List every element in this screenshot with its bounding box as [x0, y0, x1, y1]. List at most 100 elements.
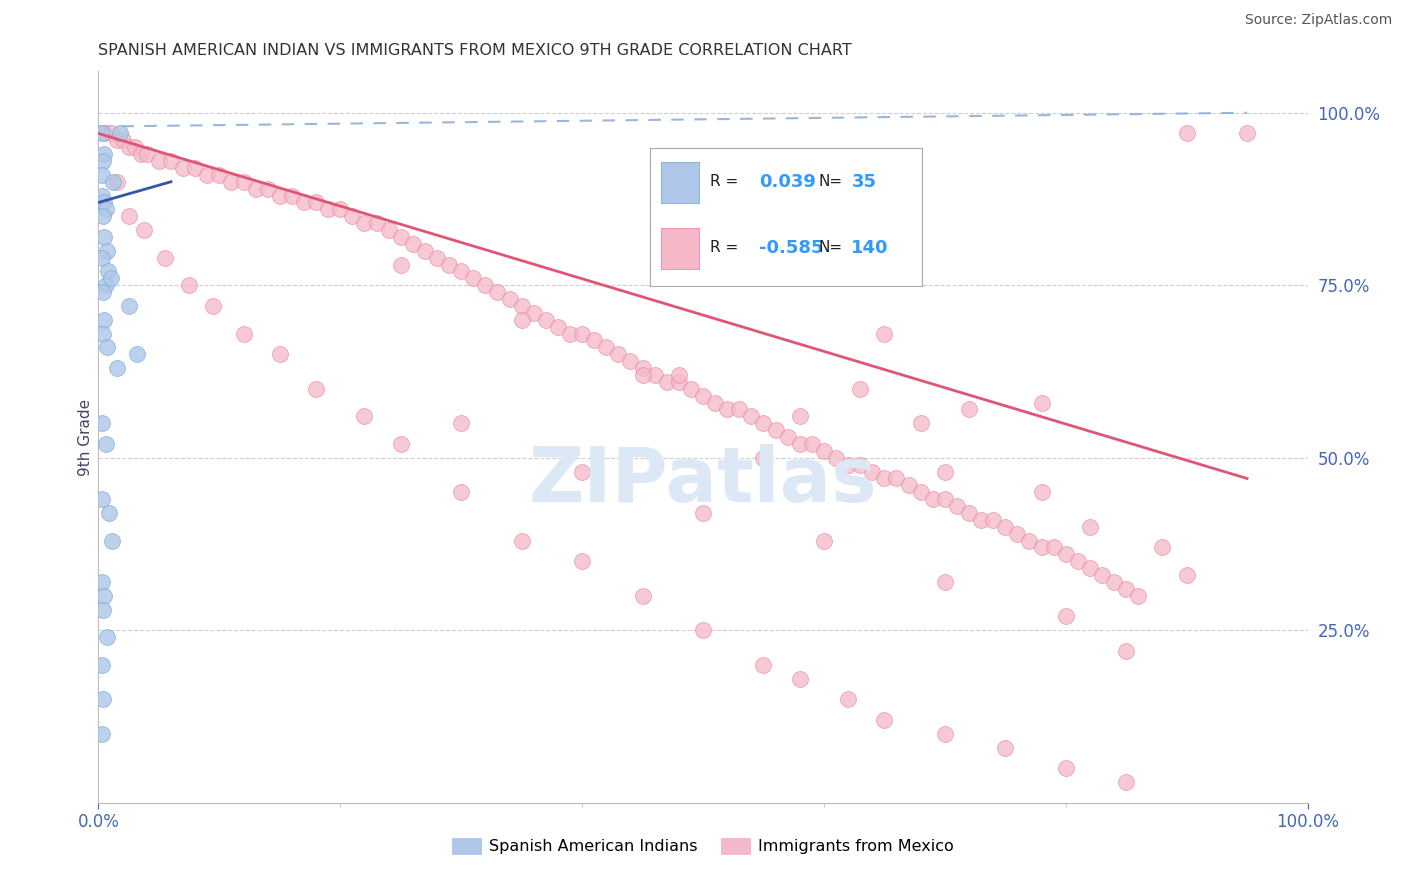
Point	[292, 195, 315, 210]
Point	[91, 602, 114, 616]
Point	[1007, 526, 1029, 541]
Point	[105, 175, 128, 189]
Point	[571, 554, 593, 568]
Point	[776, 430, 799, 444]
Point	[118, 140, 141, 154]
Point	[873, 713, 896, 727]
Text: R =: R =	[710, 240, 738, 255]
Point	[716, 402, 738, 417]
Point	[704, 395, 727, 409]
Point	[305, 382, 328, 396]
Point	[342, 209, 364, 223]
Point	[91, 727, 114, 741]
Text: Source: ZipAtlas.com: Source: ZipAtlas.com	[1244, 13, 1392, 28]
Point	[134, 223, 156, 237]
Point	[450, 417, 472, 431]
Point	[970, 513, 993, 527]
Point	[934, 727, 956, 741]
Point	[1031, 395, 1053, 409]
Point	[607, 347, 630, 361]
Point	[353, 409, 375, 424]
Point	[631, 589, 654, 603]
Point	[450, 485, 472, 500]
Point	[111, 133, 134, 147]
Point	[93, 589, 115, 603]
Point	[498, 292, 520, 306]
Point	[91, 251, 114, 265]
Point	[1054, 609, 1077, 624]
Point	[93, 312, 115, 326]
Point	[752, 657, 775, 672]
Point	[179, 278, 201, 293]
Point	[245, 182, 267, 196]
Point	[789, 409, 811, 424]
Point	[668, 368, 690, 382]
Point	[96, 340, 118, 354]
Point	[1078, 520, 1101, 534]
Point	[631, 368, 654, 382]
Point	[305, 195, 328, 210]
Point	[1115, 582, 1137, 596]
Point	[668, 375, 690, 389]
Point	[269, 347, 291, 361]
Point	[463, 271, 485, 285]
Point	[389, 437, 412, 451]
Point	[91, 574, 114, 589]
Point	[825, 450, 848, 465]
Bar	[661, 228, 699, 269]
Point	[413, 244, 436, 258]
Point	[118, 209, 141, 223]
Point	[377, 223, 399, 237]
Point	[957, 506, 980, 520]
Point	[547, 319, 569, 334]
Point	[558, 326, 581, 341]
Point	[1115, 644, 1137, 658]
Point	[316, 202, 339, 217]
Point	[994, 740, 1017, 755]
Point	[571, 326, 593, 341]
Point	[813, 443, 835, 458]
Point	[921, 492, 943, 507]
Point	[692, 506, 714, 520]
Point	[849, 458, 872, 472]
Point	[94, 437, 117, 451]
Bar	[661, 162, 699, 203]
Point	[946, 499, 969, 513]
Point	[510, 299, 533, 313]
Point	[91, 168, 114, 182]
Y-axis label: 9th Grade: 9th Grade	[77, 399, 93, 475]
Point	[1102, 574, 1125, 589]
Point	[765, 423, 787, 437]
Point	[172, 161, 194, 175]
Point	[153, 251, 176, 265]
Point	[644, 368, 666, 382]
Text: N=: N=	[818, 240, 842, 255]
Point	[91, 492, 114, 507]
Point	[184, 161, 207, 175]
Text: -0.585: -0.585	[759, 239, 823, 257]
Point	[1236, 127, 1258, 141]
Point	[1115, 775, 1137, 789]
Point	[510, 312, 533, 326]
Point	[728, 402, 751, 417]
Point	[1078, 561, 1101, 575]
Point	[389, 230, 412, 244]
Point	[160, 154, 183, 169]
Point	[679, 382, 702, 396]
Point	[329, 202, 352, 217]
Point	[873, 326, 896, 341]
Point	[93, 147, 115, 161]
Point	[100, 533, 122, 548]
Point	[105, 133, 128, 147]
Point	[849, 382, 872, 396]
Point	[934, 492, 956, 507]
Point	[98, 506, 121, 520]
Point	[571, 465, 593, 479]
Point	[91, 127, 114, 141]
Point	[127, 347, 149, 361]
Point	[1054, 548, 1077, 562]
Point	[91, 326, 114, 341]
Point	[800, 437, 823, 451]
Point	[97, 264, 120, 278]
Point	[195, 168, 218, 182]
